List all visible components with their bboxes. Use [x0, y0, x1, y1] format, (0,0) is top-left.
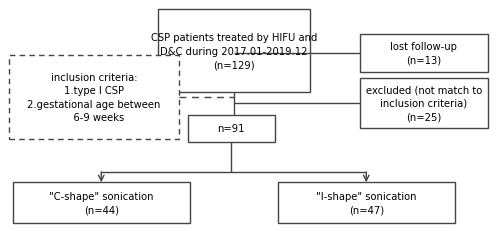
Text: inclusion criteria:
1.type Ⅰ CSP
2.gestational age between
   6-9 weeks: inclusion criteria: 1.type Ⅰ CSP 2.gesta…	[28, 72, 160, 123]
Text: lost follow-up
(n=13): lost follow-up (n=13)	[390, 42, 457, 65]
Text: n=91: n=91	[218, 124, 245, 134]
FancyBboxPatch shape	[188, 116, 275, 142]
FancyBboxPatch shape	[360, 35, 488, 73]
Text: "I-shape" sonication
(n=47): "I-shape" sonication (n=47)	[316, 191, 416, 214]
FancyBboxPatch shape	[158, 10, 310, 92]
Text: CSP patients treated by HIFU and
D&C during 2017.01-2019.12
(n=129): CSP patients treated by HIFU and D&C dur…	[150, 33, 317, 70]
Text: excluded (not match to
inclusion criteria)
(n=25): excluded (not match to inclusion criteri…	[366, 85, 482, 122]
FancyBboxPatch shape	[12, 182, 190, 223]
FancyBboxPatch shape	[360, 79, 488, 128]
FancyBboxPatch shape	[278, 182, 455, 223]
Text: "C-shape" sonication
(n=44): "C-shape" sonication (n=44)	[49, 191, 154, 214]
FancyBboxPatch shape	[9, 55, 179, 140]
